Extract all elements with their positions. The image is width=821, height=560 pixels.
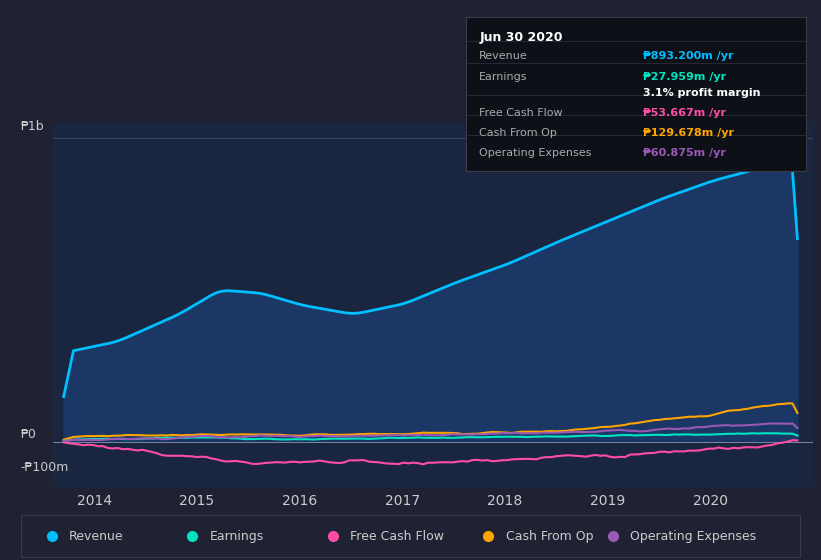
Text: ₱893.200m /yr: ₱893.200m /yr [643, 51, 733, 60]
Text: ₱27.959m /yr: ₱27.959m /yr [643, 72, 726, 82]
Text: ₱53.667m /yr: ₱53.667m /yr [643, 108, 726, 118]
Text: Operating Expenses: Operating Expenses [479, 148, 591, 158]
Text: -₱100m: -₱100m [21, 461, 69, 474]
Text: Free Cash Flow: Free Cash Flow [350, 530, 443, 543]
Text: Earnings: Earnings [209, 530, 264, 543]
Text: ₱60.875m /yr: ₱60.875m /yr [643, 148, 726, 158]
Text: Revenue: Revenue [69, 530, 123, 543]
Text: ₱1b: ₱1b [21, 119, 44, 133]
Text: Revenue: Revenue [479, 51, 528, 60]
Text: Earnings: Earnings [479, 72, 528, 82]
Text: Free Cash Flow: Free Cash Flow [479, 108, 562, 118]
Text: Jun 30 2020: Jun 30 2020 [479, 31, 562, 44]
Text: Cash From Op: Cash From Op [479, 128, 557, 138]
Text: ₱129.678m /yr: ₱129.678m /yr [643, 128, 734, 138]
Text: Cash From Op: Cash From Op [506, 530, 593, 543]
Text: ₱0: ₱0 [21, 427, 36, 441]
Text: 3.1% profit margin: 3.1% profit margin [643, 88, 760, 97]
Text: Operating Expenses: Operating Expenses [631, 530, 757, 543]
